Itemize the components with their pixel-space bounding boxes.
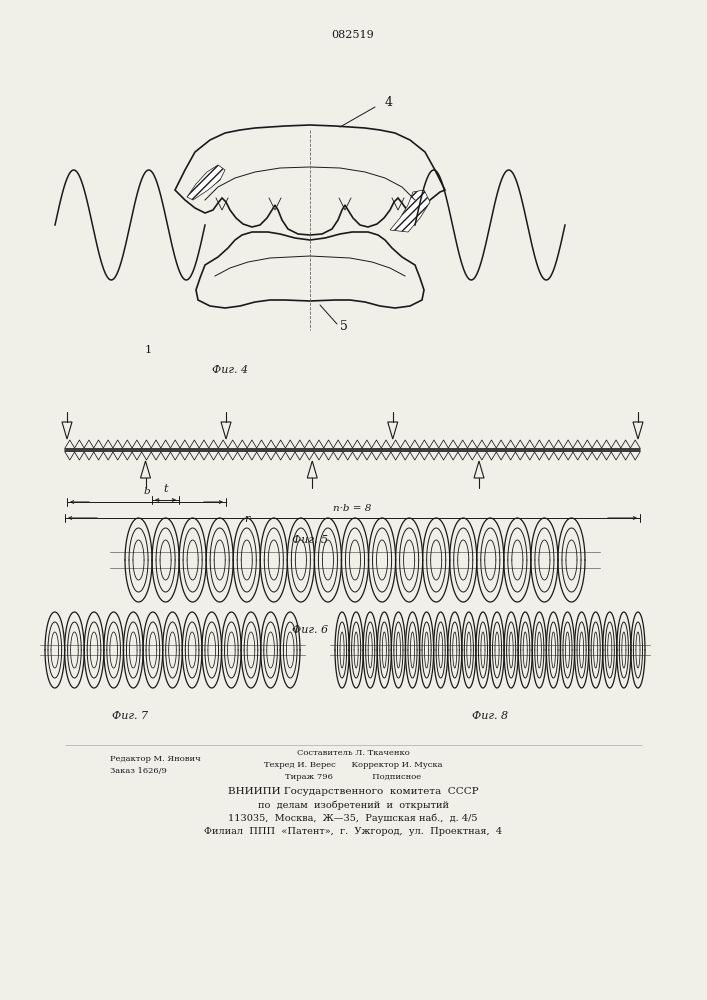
Text: 5: 5 [340, 320, 348, 334]
Text: Филиал  ППП  «Патент»,  г.  Ужгород,  ул.  Проектная,  4: Филиал ППП «Патент», г. Ужгород, ул. Про… [204, 826, 502, 836]
Text: Заказ 1626/9: Заказ 1626/9 [110, 767, 167, 775]
Polygon shape [187, 165, 225, 200]
Text: Редактор М. Янович: Редактор М. Янович [110, 755, 201, 763]
Text: Фиг. 5: Фиг. 5 [292, 535, 328, 545]
Text: Техред И. Верес      Корректор И. Муска: Техред И. Верес Корректор И. Муска [264, 761, 443, 769]
Text: 082519: 082519 [332, 30, 375, 40]
Text: Фиг. 7: Фиг. 7 [112, 711, 148, 721]
Polygon shape [221, 422, 231, 439]
Text: Фиг. 6: Фиг. 6 [292, 625, 328, 635]
Polygon shape [175, 125, 445, 235]
Polygon shape [390, 190, 430, 232]
Text: 1: 1 [144, 345, 151, 355]
Text: r: r [244, 514, 250, 524]
Text: t: t [163, 484, 168, 494]
Polygon shape [387, 422, 398, 439]
Text: Тираж 796               Подписное: Тираж 796 Подписное [285, 773, 421, 781]
Text: b: b [144, 487, 150, 496]
Polygon shape [308, 461, 317, 478]
Polygon shape [633, 422, 643, 439]
Text: ВНИИПИ Государственного  комитета  СССР: ВНИИПИ Государственного комитета СССР [228, 788, 479, 796]
Text: по  делам  изобретений  и  открытий: по делам изобретений и открытий [257, 800, 448, 810]
Text: Составитель Л. Ткаченко: Составитель Л. Ткаченко [297, 749, 409, 757]
Polygon shape [196, 232, 424, 308]
Polygon shape [141, 461, 151, 478]
Text: 4: 4 [385, 97, 393, 109]
Text: n·b = 8: n·b = 8 [333, 504, 372, 513]
Polygon shape [62, 422, 72, 439]
Text: 113035,  Москва,  Ж—35,  Раушская наб.,  д. 4/5: 113035, Москва, Ж—35, Раушская наб., д. … [228, 813, 478, 823]
Polygon shape [474, 461, 484, 478]
Text: Фиг. 8: Фиг. 8 [472, 711, 508, 721]
Text: Фиг. 4: Фиг. 4 [212, 365, 248, 375]
